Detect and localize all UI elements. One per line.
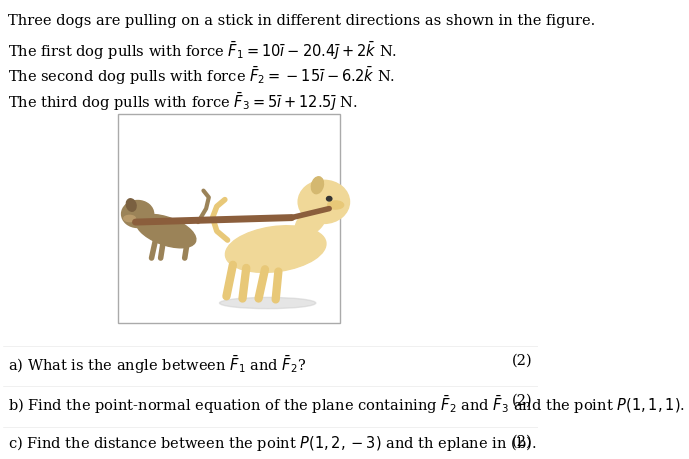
Text: The first dog pulls with force $\bar{F}_1 = 10\bar{\imath} - 20.4\bar{\jmath} + : The first dog pulls with force $\bar{F}_… (8, 39, 397, 62)
Ellipse shape (136, 215, 196, 248)
Ellipse shape (124, 216, 136, 222)
Circle shape (327, 197, 332, 202)
Ellipse shape (311, 177, 323, 194)
Text: b) Find the point-normal equation of the plane containing $\bar{F}_2$ and $\bar{: b) Find the point-normal equation of the… (8, 393, 685, 415)
Circle shape (121, 201, 154, 228)
Circle shape (298, 181, 349, 224)
Text: a) What is the angle between $\bar{F}_1$ and $\bar{F}_2$?: a) What is the angle between $\bar{F}_1$… (8, 353, 307, 375)
Text: (2): (2) (512, 353, 533, 367)
Text: The second dog pulls with force $\bar{F}_2 = -15\bar{\imath} - 6.2\bar{k}$ N.: The second dog pulls with force $\bar{F}… (8, 65, 395, 87)
Ellipse shape (296, 209, 326, 236)
Text: (2): (2) (512, 433, 533, 448)
Ellipse shape (225, 226, 326, 273)
Text: Three dogs are pulling on a stick in different directions as shown in the figure: Three dogs are pulling on a stick in dif… (8, 14, 595, 28)
Text: c) Find the distance between the point $P(1, 2, -3)$ and th eplane in (b).: c) Find the distance between the point $… (8, 433, 537, 453)
Ellipse shape (126, 199, 136, 212)
Ellipse shape (327, 202, 344, 210)
Text: (2): (2) (512, 393, 533, 407)
Text: The third dog pulls with force $\bar{F}_3 = 5\bar{\imath} + 12.5\bar{\jmath}$ N.: The third dog pulls with force $\bar{F}_… (8, 91, 358, 113)
Ellipse shape (220, 298, 316, 309)
FancyBboxPatch shape (118, 115, 340, 324)
